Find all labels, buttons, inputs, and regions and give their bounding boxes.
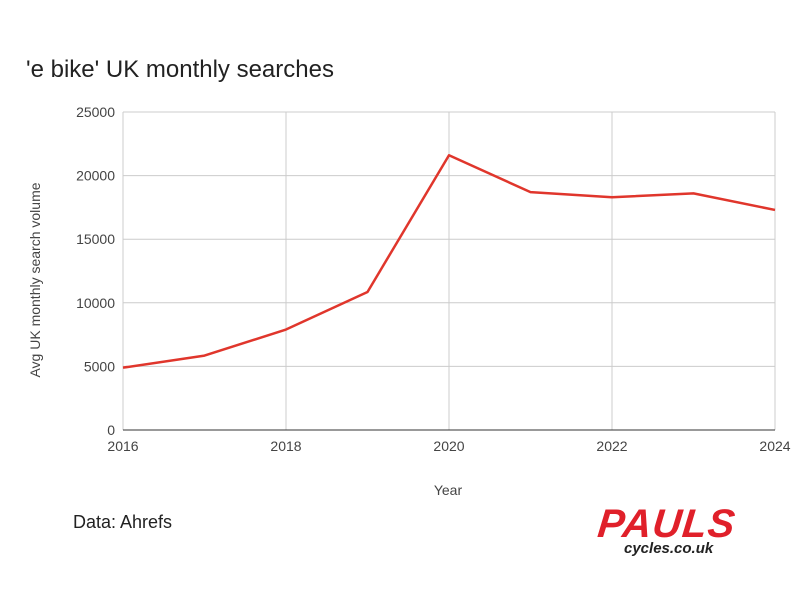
y-tick-label: 15000 bbox=[76, 231, 115, 247]
y-tick-label: 5000 bbox=[84, 358, 115, 374]
x-tick-label: 2020 bbox=[433, 438, 464, 454]
x-tick-label: 2022 bbox=[596, 438, 627, 454]
y-tick-label: 20000 bbox=[76, 168, 115, 184]
x-tick-label: 2024 bbox=[759, 438, 790, 454]
y-tick-label: 0 bbox=[107, 422, 115, 438]
chart-title: 'e bike' UK monthly searches bbox=[26, 56, 334, 83]
y-axis-label: Avg UK monthly search volume bbox=[27, 182, 43, 377]
y-tick-label: 10000 bbox=[76, 295, 115, 311]
x-axis-label: Year bbox=[434, 482, 463, 498]
x-tick-label: 2016 bbox=[107, 438, 138, 454]
tick-labels: 0 5000 10000 15000 20000 25000 2016 2018 2020 202… bbox=[76, 104, 791, 454]
y-tick-label: 25000 bbox=[76, 104, 115, 120]
logo-wordmark: PAULS bbox=[595, 502, 738, 546]
grid-lines bbox=[122, 111, 776, 430]
series-group bbox=[122, 153, 776, 369]
pauls-cycles-logo: PAULS cycles.co.uk bbox=[595, 502, 738, 564]
source-note: Data: Ahrefs bbox=[73, 512, 173, 532]
logo-domain: cycles.co.uk bbox=[624, 540, 714, 557]
x-tick-label: 2018 bbox=[270, 438, 301, 454]
